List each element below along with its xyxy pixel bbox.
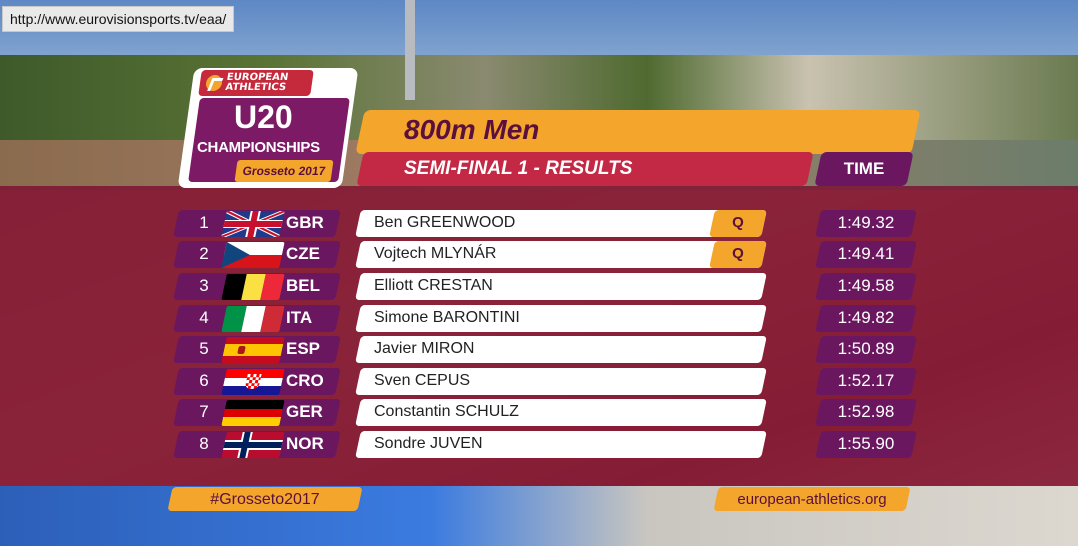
athlete-name: Javier MIRON <box>374 340 475 357</box>
cro-flag-icon <box>221 369 285 395</box>
result-row: 5 ESP Javier MIRON 1:50.89 <box>0 336 1078 364</box>
hashtag: #Grosseto2017 <box>210 491 320 508</box>
result-row: 8 NOR Sondre JUVEN 1:55.90 <box>0 431 1078 459</box>
cze-flag-icon <box>221 242 285 268</box>
nor-flag-icon <box>221 432 285 458</box>
result-time: 1:52.17 <box>837 371 895 390</box>
result-time: 1:49.58 <box>837 276 895 295</box>
ger-flag-icon <box>221 400 285 426</box>
nation-code: ESP <box>286 339 321 358</box>
rank: 1 <box>199 213 209 232</box>
result-row: 2 CZE Vojtech MLYNÁR Q 1:49.41 <box>0 241 1078 269</box>
nation-code: NOR <box>286 434 324 453</box>
rank: 3 <box>199 276 209 295</box>
ita-flag-icon <box>221 306 285 332</box>
logo-brand-bar: EUROPEAN ATHLETICS <box>198 70 314 96</box>
time-header: TIME <box>843 159 885 178</box>
nation-code: GBR <box>286 213 324 232</box>
event-subtitle: SEMI-FINAL 1 - RESULTS <box>404 158 633 179</box>
infield <box>0 486 1078 546</box>
rank: 4 <box>199 308 209 327</box>
athlete-name: Sven CEPUS <box>374 372 471 389</box>
result-row: 1 GBR Ben GREENWOOD Q 1:49.32 <box>0 210 1078 238</box>
athlete-name: Vojtech MLYNÁR <box>374 245 497 262</box>
rank: 8 <box>199 434 209 453</box>
logo-brand-line2: ATHLETICS <box>224 82 287 93</box>
url-overlay: http://www.eurovisionsports.tv/eaa/ <box>2 6 235 32</box>
logo-u20: U20 <box>234 99 293 135</box>
gbr-flag-icon <box>221 211 285 237</box>
event-title: 800m Men <box>404 114 540 145</box>
athlete-name: Simone BARONTINI <box>374 309 520 326</box>
nation-code: CZE <box>286 244 320 263</box>
result-time: 1:49.41 <box>837 244 895 263</box>
result-time: 1:49.82 <box>837 308 895 327</box>
rank: 6 <box>199 371 209 390</box>
result-row: 4 ITA Simone BARONTINI 1:49.82 <box>0 305 1078 333</box>
rank: 5 <box>199 339 209 358</box>
light-pole <box>405 0 415 100</box>
result-row: 6 CRO Sven CEPUS 1:52.17 <box>0 368 1078 396</box>
qualifier-label: Q <box>732 214 744 231</box>
result-time: 1:49.32 <box>837 213 895 232</box>
logo-championships: CHAMPIONSHIPS <box>197 139 320 156</box>
athlete-name: Sondre JUVEN <box>374 435 483 452</box>
qualifier-label: Q <box>732 245 744 262</box>
result-row: 3 BEL Elliott CRESTAN 1:49.58 <box>0 273 1078 301</box>
european-athletics-icon <box>204 75 224 91</box>
rank: 2 <box>199 244 209 263</box>
nation-code: GER <box>286 402 323 421</box>
nation-code: BEL <box>286 276 320 295</box>
athlete-name: Elliott CRESTAN <box>374 277 493 294</box>
esp-flag-icon <box>221 337 285 363</box>
result-row: 7 GER Constantin SCHULZ 1:52.98 <box>0 399 1078 427</box>
result-time: 1:52.98 <box>837 402 895 421</box>
logo-location: Grosseto 2017 <box>234 160 334 182</box>
athlete-name: Constantin SCHULZ <box>374 403 519 420</box>
result-time: 1:50.89 <box>837 339 895 358</box>
website: european-athletics.org <box>737 491 887 508</box>
nation-code: ITA <box>286 308 313 327</box>
bel-flag-icon <box>221 274 285 300</box>
rank: 7 <box>199 402 209 421</box>
nation-code: CRO <box>286 371 324 390</box>
athlete-name: Ben GREENWOOD <box>374 214 516 231</box>
result-time: 1:55.90 <box>837 434 895 453</box>
